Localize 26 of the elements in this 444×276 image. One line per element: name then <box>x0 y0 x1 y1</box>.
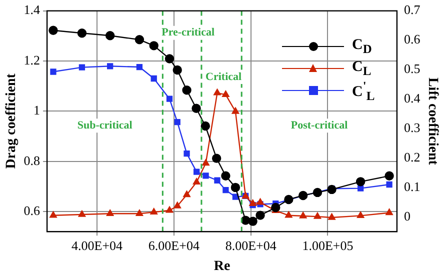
y2-tick-label: 0.1 <box>404 178 420 194</box>
y2-tick-label: 0 <box>404 208 410 224</box>
y2-axis-title: Lift coefficient <box>424 77 440 166</box>
annotation: Critical <box>206 70 242 83</box>
annotation: Sub-critical <box>77 119 132 132</box>
legend-label: C$_{D}$ <box>352 37 372 57</box>
y-tick-label: 1 <box>34 102 40 118</box>
x-tick-label: 8.00E+04 <box>225 238 277 253</box>
y2-tick-label: 0.3 <box>404 120 420 135</box>
y-tick-label: 1.2 <box>24 52 40 68</box>
legend-label: C$_{L}$ <box>352 59 372 79</box>
x-tick-label: 1.00E+05 <box>302 238 354 253</box>
y2-tick-label: 0.7 <box>404 2 421 18</box>
y2-tick-label: 0.5 <box>404 61 420 76</box>
y2-tick-label: 0.2 <box>404 149 420 164</box>
y-tick-label: 0.6 <box>24 202 41 218</box>
y-tick-label: 1.4 <box>24 2 41 18</box>
y-tick-label: 0.8 <box>24 152 40 168</box>
y2-tick-label: 0.4 <box>404 90 421 106</box>
y2-tick-label: 0.6 <box>404 32 421 47</box>
annotation: Post-critical <box>290 119 348 132</box>
x-axis-title: Re <box>214 259 230 274</box>
y-axis-title: Drag coefficient <box>4 73 20 169</box>
x-tick-label: 6.00E+04 <box>148 238 200 253</box>
x-tick-label: 4.00E+04 <box>72 238 124 253</box>
annotation: Pre-critical <box>162 26 215 39</box>
